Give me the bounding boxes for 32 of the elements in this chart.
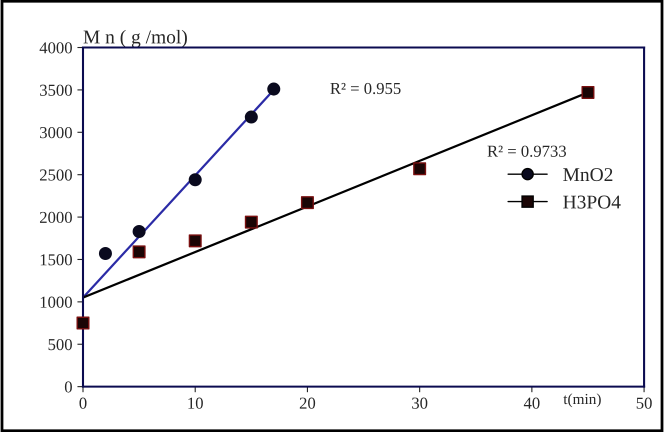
point [581, 86, 594, 99]
annotation: R² = 0.955 [330, 82, 401, 94]
point [267, 82, 280, 96]
x-axis-title: t(min) [563, 393, 601, 408]
point [188, 173, 202, 186]
y-tick-label: 1000 [40, 296, 72, 308]
y-tick-label: 4000 [40, 42, 72, 54]
point [76, 316, 90, 330]
y-tick-label: 2000 [40, 212, 72, 224]
point [132, 245, 146, 258]
point [132, 224, 146, 238]
x-tick-label: 30 [412, 398, 428, 409]
y-tick-label: 0 [64, 381, 72, 393]
point [188, 234, 202, 248]
point [413, 162, 426, 176]
point [300, 196, 314, 210]
point [244, 216, 258, 229]
y-tick-label: 1500 [40, 254, 72, 266]
y-tick-label: 500 [48, 338, 72, 350]
x-tick-label: 40 [524, 398, 540, 409]
x-tick-label: 20 [300, 398, 316, 409]
y-tick-label: 3000 [40, 127, 72, 138]
legend-label: H3PO4 [563, 196, 621, 209]
x-tick-label: 10 [188, 398, 203, 409]
x-tick-label: 0 [79, 398, 87, 409]
point [244, 110, 258, 124]
x-tick-label: 50 [636, 398, 652, 409]
annotation: R² = 0.9733 [487, 146, 566, 157]
y-tick-label: 3500 [40, 84, 72, 96]
point [98, 247, 112, 260]
legend-label: MnO2 [563, 168, 612, 182]
y-tick-label: 2500 [40, 169, 72, 181]
